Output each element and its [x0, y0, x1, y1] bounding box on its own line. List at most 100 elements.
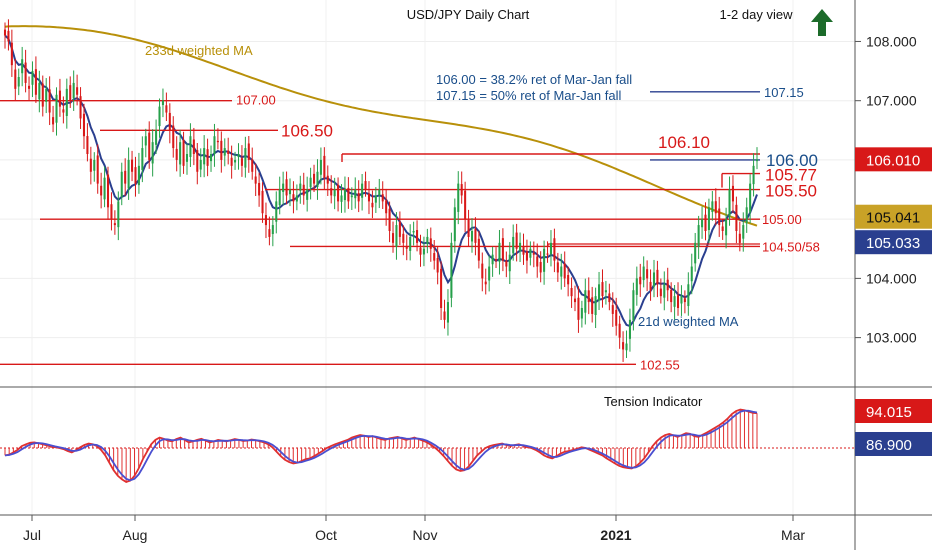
candle-body [237, 154, 240, 158]
candle [172, 116, 175, 158]
candle-body [34, 69, 37, 95]
candle-body [536, 256, 539, 267]
candle [100, 172, 103, 209]
candle-body [488, 266, 491, 281]
candle [55, 87, 58, 136]
price-tag-label: 105.041 [866, 210, 920, 227]
candle [474, 217, 477, 256]
candle [17, 68, 20, 96]
candle-body [354, 189, 357, 199]
candle [615, 297, 618, 336]
candle-body [10, 42, 13, 66]
candle-body [436, 258, 439, 273]
candle [227, 137, 230, 165]
candle-body [41, 83, 44, 107]
candle-body [532, 252, 535, 255]
candle [409, 224, 412, 261]
candle [670, 282, 673, 313]
ma-21d-label: 21d weighted MA [638, 314, 739, 329]
candle-body [103, 177, 106, 200]
candle [175, 136, 178, 172]
candle [680, 285, 683, 316]
level-label: 105.50 [765, 182, 817, 201]
candle [275, 191, 278, 234]
candle-body [419, 247, 422, 255]
candle [519, 232, 522, 263]
candle [209, 145, 213, 172]
candle [577, 286, 580, 333]
candle [543, 240, 546, 285]
candle [124, 158, 127, 196]
price-tag: 105.033 [855, 230, 932, 255]
candle [134, 156, 137, 197]
candle [86, 123, 89, 162]
moving-average-lines [4, 25, 758, 328]
candle [62, 96, 65, 124]
candle [666, 267, 669, 302]
candle-body [416, 230, 419, 243]
candle-body [230, 157, 233, 166]
candle [405, 234, 408, 261]
candle-body [216, 140, 219, 143]
candle [21, 46, 24, 87]
candle [742, 212, 745, 252]
candle [632, 282, 635, 331]
candle-body [481, 263, 484, 279]
candle-body [175, 148, 178, 160]
candle [299, 175, 302, 204]
candle-body [106, 174, 110, 208]
candle-body [745, 207, 748, 224]
candle-body [608, 293, 611, 303]
level-label: 104.50/58 [762, 239, 820, 254]
candle-body [141, 148, 144, 171]
candle-body [484, 281, 487, 285]
candle-body [234, 159, 237, 163]
candle [687, 272, 690, 316]
candle-body [58, 90, 61, 107]
candle-body [313, 173, 316, 184]
candle [570, 277, 573, 308]
candle [546, 241, 549, 263]
candle-body [656, 269, 659, 285]
candle [93, 152, 96, 182]
candle [234, 151, 237, 170]
candle-body [604, 290, 607, 293]
x-tick-label: Nov [413, 527, 438, 543]
candle-body [240, 158, 243, 166]
candle [532, 241, 535, 268]
candle [745, 197, 748, 233]
candle [350, 187, 353, 211]
candle-body [508, 254, 511, 272]
candle-body [76, 87, 79, 95]
candle [642, 256, 645, 288]
candle [141, 136, 144, 183]
y-tick-label: 108.000 [866, 33, 917, 49]
candle [731, 175, 734, 214]
candle [127, 147, 130, 200]
candle [656, 260, 659, 298]
candle-body [519, 242, 522, 252]
candle [14, 59, 17, 101]
candle-body [639, 276, 642, 285]
candle-body [131, 159, 134, 172]
candle-body [110, 204, 113, 220]
candle-body [577, 297, 580, 320]
candle-body [543, 248, 546, 272]
candle [288, 178, 292, 207]
candle-body [529, 248, 532, 258]
candle-body [546, 253, 549, 255]
candle-body [258, 182, 261, 196]
candle [258, 172, 261, 207]
candle-body [587, 290, 590, 303]
candle-body [752, 165, 755, 185]
candle [10, 29, 13, 77]
candle [563, 251, 566, 287]
candle-body [374, 195, 377, 203]
candle-body [622, 342, 625, 350]
candle-body [117, 201, 120, 228]
candle-body [278, 189, 281, 206]
candle-body [580, 308, 583, 319]
candle-body [440, 268, 443, 308]
candle [522, 233, 525, 265]
candle-body [642, 266, 645, 281]
